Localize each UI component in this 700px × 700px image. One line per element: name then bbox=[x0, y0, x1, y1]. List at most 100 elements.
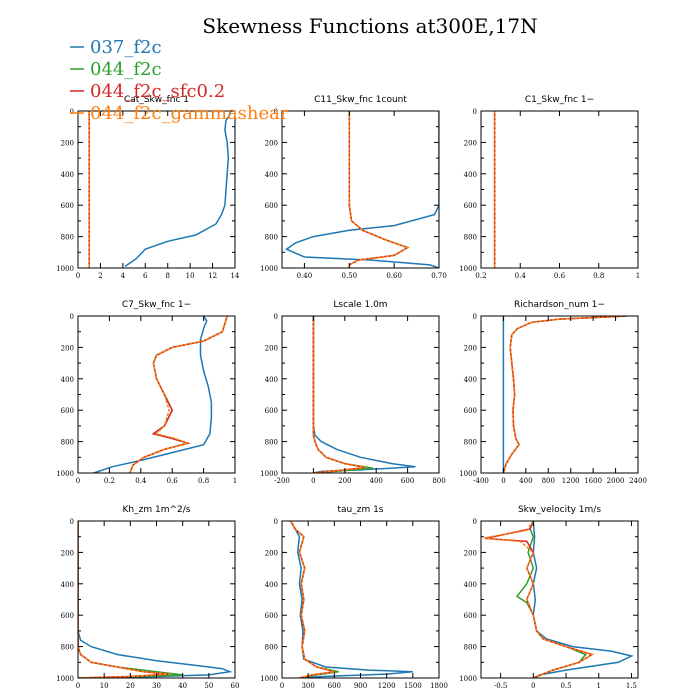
x-tick-label: 400 bbox=[519, 477, 532, 485]
y-tick-label: 0 bbox=[70, 313, 74, 321]
series-line bbox=[124, 111, 232, 268]
y-tick-label: 400 bbox=[464, 376, 477, 384]
y-tick-label: 600 bbox=[464, 612, 477, 620]
plot-frame bbox=[480, 110, 639, 269]
y-tick-label: 1000 bbox=[260, 470, 278, 478]
y-tick-label: 400 bbox=[464, 581, 477, 589]
series-line bbox=[78, 521, 170, 678]
plot-frame bbox=[281, 520, 440, 679]
y-tick-label: 400 bbox=[265, 171, 278, 179]
y-tick-label: 0 bbox=[473, 518, 477, 526]
y-tick-label: 600 bbox=[265, 202, 278, 210]
chart-panel: Richardson_num 1− 0 200 400 600 800 1000-400 0 4… bbox=[459, 300, 647, 485]
x-tick-label: -200 bbox=[274, 477, 290, 485]
x-tick-label: 0.60 bbox=[386, 272, 402, 280]
series-group bbox=[502, 316, 627, 473]
x-tick-label: 0.2 bbox=[104, 477, 115, 485]
series-line bbox=[78, 521, 233, 678]
x-tick-label: -0.5 bbox=[494, 682, 508, 690]
chart-panel: Lscale 1.0m 0 200 400 600 800 1000-200 0 200 400 6… bbox=[260, 300, 446, 485]
y-tick-label: 0 bbox=[274, 518, 278, 526]
y-tick-label: 200 bbox=[61, 549, 74, 557]
x-tick-label: 1600 bbox=[584, 477, 602, 485]
x-tick-label: -400 bbox=[473, 477, 489, 485]
panel-title: Lscale 1.0m bbox=[333, 300, 387, 310]
panel-title: Cat_Skw_fnc 1 bbox=[124, 95, 189, 105]
plot-frame bbox=[281, 110, 440, 269]
x-tick-label: 0.8 bbox=[593, 272, 604, 280]
y-tick-label: 600 bbox=[61, 407, 74, 415]
y-tick-label: 200 bbox=[265, 139, 278, 147]
y-tick-label: 800 bbox=[61, 234, 74, 242]
y-tick-label: 0 bbox=[70, 108, 74, 116]
x-tick-label: 0.6 bbox=[167, 477, 179, 485]
x-tick-label: 0.4 bbox=[135, 477, 147, 485]
x-tick-label: 0.70 bbox=[431, 272, 447, 280]
panel-title: tau_zm 1s bbox=[337, 505, 383, 515]
series-line bbox=[312, 316, 366, 473]
y-tick-label: 0 bbox=[70, 518, 74, 526]
panel-title: C1_Skw_fnc 1− bbox=[525, 95, 594, 105]
plot-frame bbox=[77, 520, 236, 679]
x-tick-label: 12 bbox=[208, 272, 217, 280]
x-tick-label: 1500 bbox=[404, 682, 422, 690]
series-group bbox=[284, 111, 439, 268]
x-tick-label: 1 bbox=[597, 682, 601, 690]
y-tick-label: 200 bbox=[61, 139, 74, 147]
x-tick-label: 10 bbox=[186, 272, 195, 280]
plot-frame bbox=[77, 315, 236, 474]
y-tick-label: 1000 bbox=[459, 470, 477, 478]
x-tick-label: 1800 bbox=[430, 682, 448, 690]
y-tick-label: 200 bbox=[265, 549, 278, 557]
y-tick-label: 400 bbox=[61, 581, 74, 589]
y-tick-label: 0 bbox=[473, 108, 477, 116]
y-tick-label: 1000 bbox=[56, 265, 74, 273]
x-tick-label: 14 bbox=[231, 272, 240, 280]
y-tick-label: 1000 bbox=[260, 675, 278, 683]
chart-panel: Skw_velocity 1m/s 0 200 400 600 800 1000 -0.5 0 0… bbox=[459, 505, 639, 690]
x-tick-label: 0 bbox=[531, 682, 535, 690]
x-tick-label: 1 bbox=[233, 477, 237, 485]
series-line bbox=[290, 521, 413, 678]
x-tick-label: 300 bbox=[301, 682, 314, 690]
series-line bbox=[348, 111, 410, 268]
series-line bbox=[78, 521, 183, 678]
x-tick-label: 2400 bbox=[629, 477, 647, 485]
y-tick-label: 400 bbox=[464, 171, 477, 179]
y-tick-label: 1000 bbox=[459, 265, 477, 273]
y-tick-label: 600 bbox=[265, 612, 278, 620]
x-tick-label: 2000 bbox=[607, 477, 625, 485]
panel-title: C11_Skw_fnc 1count bbox=[314, 95, 407, 105]
y-tick-label: 800 bbox=[265, 234, 278, 242]
series-line bbox=[532, 521, 634, 678]
series-line bbox=[129, 316, 228, 473]
x-tick-label: 40 bbox=[178, 682, 187, 690]
y-tick-label: 1000 bbox=[56, 675, 74, 683]
series-group bbox=[93, 316, 228, 473]
series-line bbox=[484, 521, 595, 678]
x-tick-label: 2 bbox=[98, 272, 102, 280]
plot-frame bbox=[77, 110, 236, 269]
y-tick-label: 800 bbox=[464, 644, 477, 652]
plot-frame bbox=[281, 315, 440, 474]
panel-title: Kh_zm 1m^2/s bbox=[123, 505, 191, 515]
y-tick-label: 400 bbox=[61, 376, 74, 384]
legend: 037_f2c044_f2c044_f2c_sfc0.2044_f2c_gamm… bbox=[70, 37, 289, 124]
series-line bbox=[93, 316, 213, 473]
y-tick-label: 800 bbox=[464, 234, 477, 242]
series-line bbox=[129, 316, 228, 473]
y-tick-label: 1000 bbox=[260, 265, 278, 273]
y-tick-label: 800 bbox=[464, 439, 477, 447]
y-tick-label: 1000 bbox=[56, 470, 74, 478]
series-group bbox=[312, 316, 416, 473]
y-tick-label: 600 bbox=[61, 202, 74, 210]
series-line bbox=[502, 316, 627, 473]
x-tick-label: 0 bbox=[311, 477, 315, 485]
x-tick-label: 200 bbox=[338, 477, 351, 485]
x-tick-label: 0 bbox=[76, 682, 80, 690]
x-tick-label: 4 bbox=[121, 272, 126, 280]
